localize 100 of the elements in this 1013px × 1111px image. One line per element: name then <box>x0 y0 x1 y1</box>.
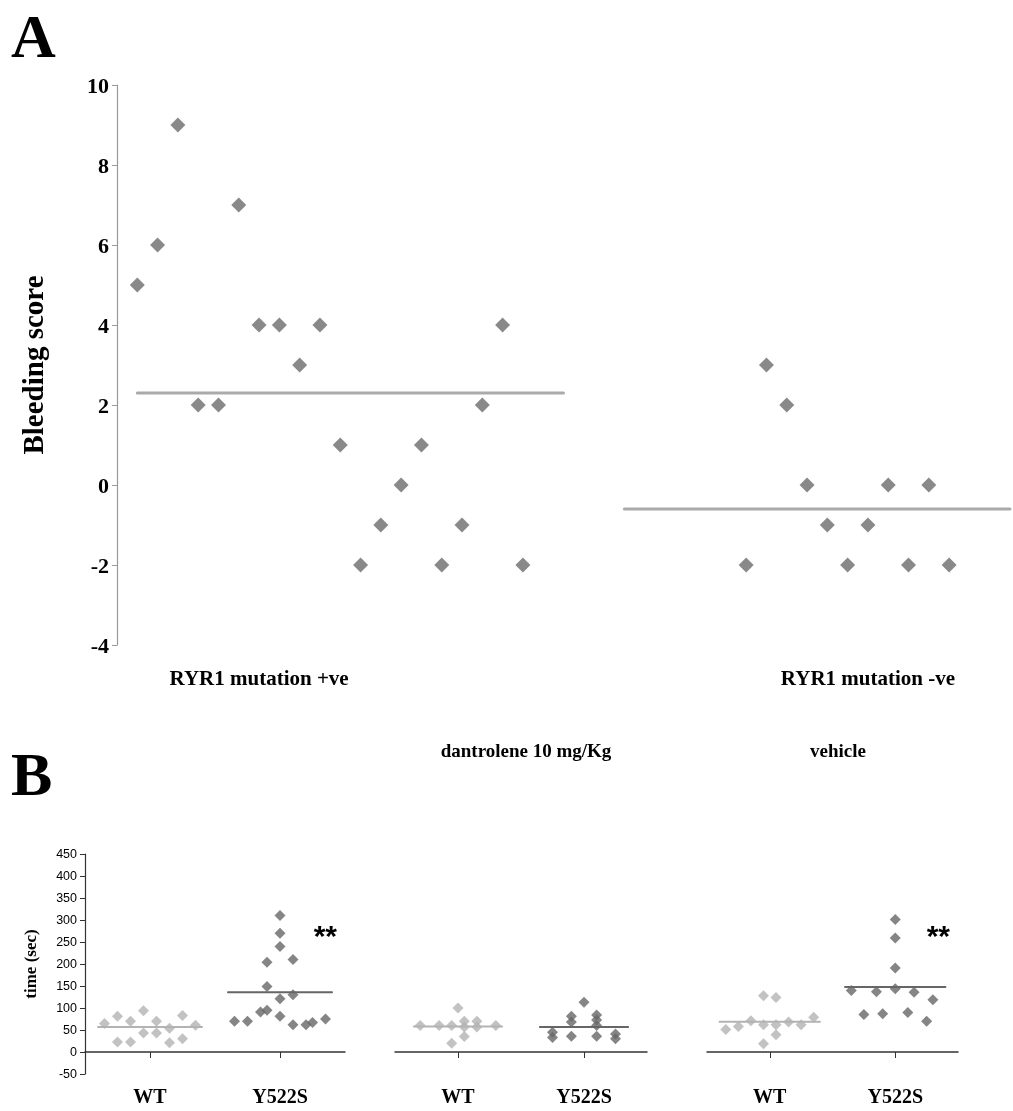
y-tick-label: 350 <box>56 891 78 905</box>
point <box>921 1015 933 1027</box>
point <box>591 1030 603 1042</box>
point <box>170 117 186 133</box>
point <box>150 237 166 253</box>
point <box>845 984 857 996</box>
point <box>320 1013 331 1025</box>
y-tick-label: 300 <box>56 913 78 927</box>
point <box>770 1019 782 1031</box>
point <box>433 1020 445 1032</box>
point <box>287 1019 299 1031</box>
point <box>274 940 286 952</box>
point <box>858 1009 870 1021</box>
x-tick-label: Y522S <box>556 1085 612 1107</box>
x-tick-label: WT <box>133 1085 168 1107</box>
y-tick-label: 4 <box>98 312 109 338</box>
point <box>190 397 206 413</box>
y-axis-title: time (sec) <box>21 929 40 999</box>
point <box>458 1031 470 1043</box>
point <box>261 956 273 968</box>
point <box>902 1006 914 1018</box>
chart-title: vehicle <box>810 740 866 761</box>
point <box>720 1024 732 1036</box>
point <box>332 437 348 453</box>
point <box>112 1036 123 1048</box>
point <box>231 197 247 213</box>
point <box>413 437 429 453</box>
point <box>941 557 957 573</box>
point <box>591 1020 603 1032</box>
point <box>799 477 815 493</box>
point <box>860 517 876 533</box>
point <box>229 1015 240 1027</box>
point <box>578 996 590 1008</box>
point <box>452 1002 464 1014</box>
x-tick-label: WT <box>753 1085 788 1107</box>
point <box>819 517 835 533</box>
point <box>307 1017 318 1029</box>
point <box>164 1037 175 1049</box>
point <box>287 989 299 1001</box>
point <box>274 927 286 939</box>
annotation: ** <box>926 918 951 952</box>
point <box>125 1036 136 1048</box>
y-tick-label: 200 <box>56 957 78 971</box>
point <box>112 1010 123 1022</box>
point <box>287 954 299 966</box>
point <box>138 1005 149 1017</box>
y-tick-label: 150 <box>56 979 78 993</box>
point <box>877 1008 889 1020</box>
point <box>783 1016 795 1028</box>
point <box>177 1009 188 1021</box>
y-tick-label: 250 <box>56 935 78 949</box>
chart-title: A <box>11 2 56 70</box>
point <box>901 557 917 573</box>
point <box>164 1022 175 1034</box>
y-tick-label: 50 <box>63 1023 78 1037</box>
point <box>151 1027 162 1039</box>
point <box>770 1029 782 1041</box>
point <box>738 557 754 573</box>
point <box>454 517 470 533</box>
point <box>880 477 896 493</box>
point <box>490 1020 502 1032</box>
y-tick-label: 10 <box>87 72 109 98</box>
point <box>353 557 369 573</box>
point <box>292 357 308 373</box>
y-tick-label: 450 <box>56 847 78 861</box>
point <box>271 317 287 333</box>
point <box>840 557 856 573</box>
x-tick-label: Y522S <box>867 1085 924 1107</box>
point <box>770 991 782 1003</box>
annotation: ** <box>313 918 338 952</box>
point <box>138 1027 149 1039</box>
point <box>745 1015 757 1027</box>
y-axis-title: Bleeding score <box>16 275 49 455</box>
point <box>495 317 511 333</box>
y-tick-label: -50 <box>58 1067 78 1081</box>
point <box>242 1015 253 1027</box>
point <box>125 1015 136 1027</box>
point <box>757 1019 769 1031</box>
point <box>610 1033 621 1045</box>
point <box>312 317 328 333</box>
point <box>177 1033 188 1045</box>
point <box>414 1020 426 1032</box>
point <box>373 517 389 533</box>
point <box>274 993 286 1005</box>
point <box>889 932 901 944</box>
point <box>757 990 769 1002</box>
point <box>99 1017 110 1029</box>
point <box>446 1020 458 1032</box>
point <box>434 557 450 573</box>
point <box>274 910 286 922</box>
y-tick-label: 6 <box>98 232 109 258</box>
point <box>471 1021 483 1033</box>
point <box>889 962 901 974</box>
x-tick-label: Y522S <box>252 1085 308 1107</box>
point <box>515 557 531 573</box>
point <box>458 1021 470 1033</box>
point <box>251 317 267 333</box>
point <box>261 980 273 992</box>
point <box>446 1037 458 1049</box>
point <box>261 1004 273 1016</box>
